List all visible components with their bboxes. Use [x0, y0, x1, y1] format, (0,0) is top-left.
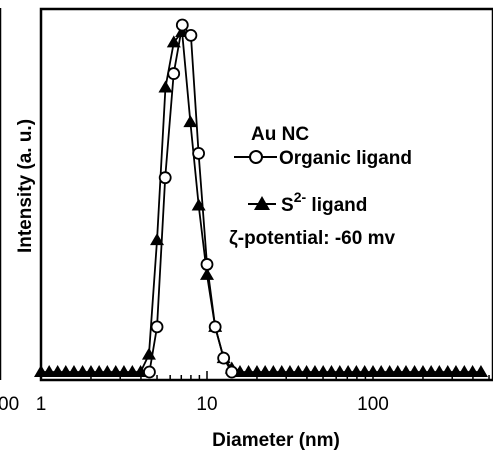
data-point-organic-ligand — [184, 29, 198, 42]
data-point-organic-ligand — [208, 320, 222, 334]
x-tick-label-1: 1 — [36, 394, 47, 415]
data-point-organic-ligand — [217, 351, 231, 365]
legend-heading: Au NC — [251, 124, 309, 145]
data-point-s2-ligand — [200, 267, 214, 280]
x-tick-label-100: 100 — [357, 394, 389, 415]
legend-marker-filled-triangle — [254, 196, 270, 210]
data-point-s2-ligand — [183, 115, 198, 128]
data-point-organic-ligand — [200, 258, 214, 271]
legend-zeta-note: ζ-potential: -60 mv — [229, 228, 395, 249]
legend-marker-open-circle — [249, 150, 263, 164]
x-tick-label-10: 10 — [196, 394, 217, 415]
data-point-organic-ligand — [175, 18, 189, 32]
data-point-organic-ligand — [225, 365, 239, 379]
data-point-organic-ligand — [192, 146, 205, 160]
series-layer — [34, 18, 488, 379]
legend-label-s2: S2- ligand — [281, 189, 367, 216]
data-point-s2-ligand — [166, 35, 181, 48]
x-axis-title: Diameter (nm) — [212, 430, 340, 451]
y-axis-title: Intensity (a. u.) — [15, 119, 36, 253]
series-line-open-circle — [148, 22, 233, 373]
legend-label-s2-sup: 2- — [294, 189, 307, 205]
legend-label-s2-rest: ligand — [306, 195, 367, 216]
legend: Au NC Organic ligand S2- ligand ζ-potent… — [229, 124, 412, 249]
legend-label-organic: Organic ligand — [279, 148, 412, 169]
data-point-organic-ligand — [143, 365, 156, 379]
data-point-organic-ligand — [167, 67, 181, 80]
left-edge-tick-label: 00 — [0, 394, 19, 415]
data-point-organic-ligand — [150, 320, 164, 334]
data-point-s2-ligand — [141, 347, 156, 360]
data-point-s2-ligand — [150, 233, 165, 246]
legend-label-s2-main: S — [281, 195, 294, 216]
data-point-s2-ligand — [473, 365, 488, 377]
plot-frame — [39, 7, 493, 382]
data-point-s2-ligand — [158, 80, 173, 93]
data-point-s2-ligand — [191, 198, 206, 211]
data-point-organic-ligand — [158, 171, 172, 185]
